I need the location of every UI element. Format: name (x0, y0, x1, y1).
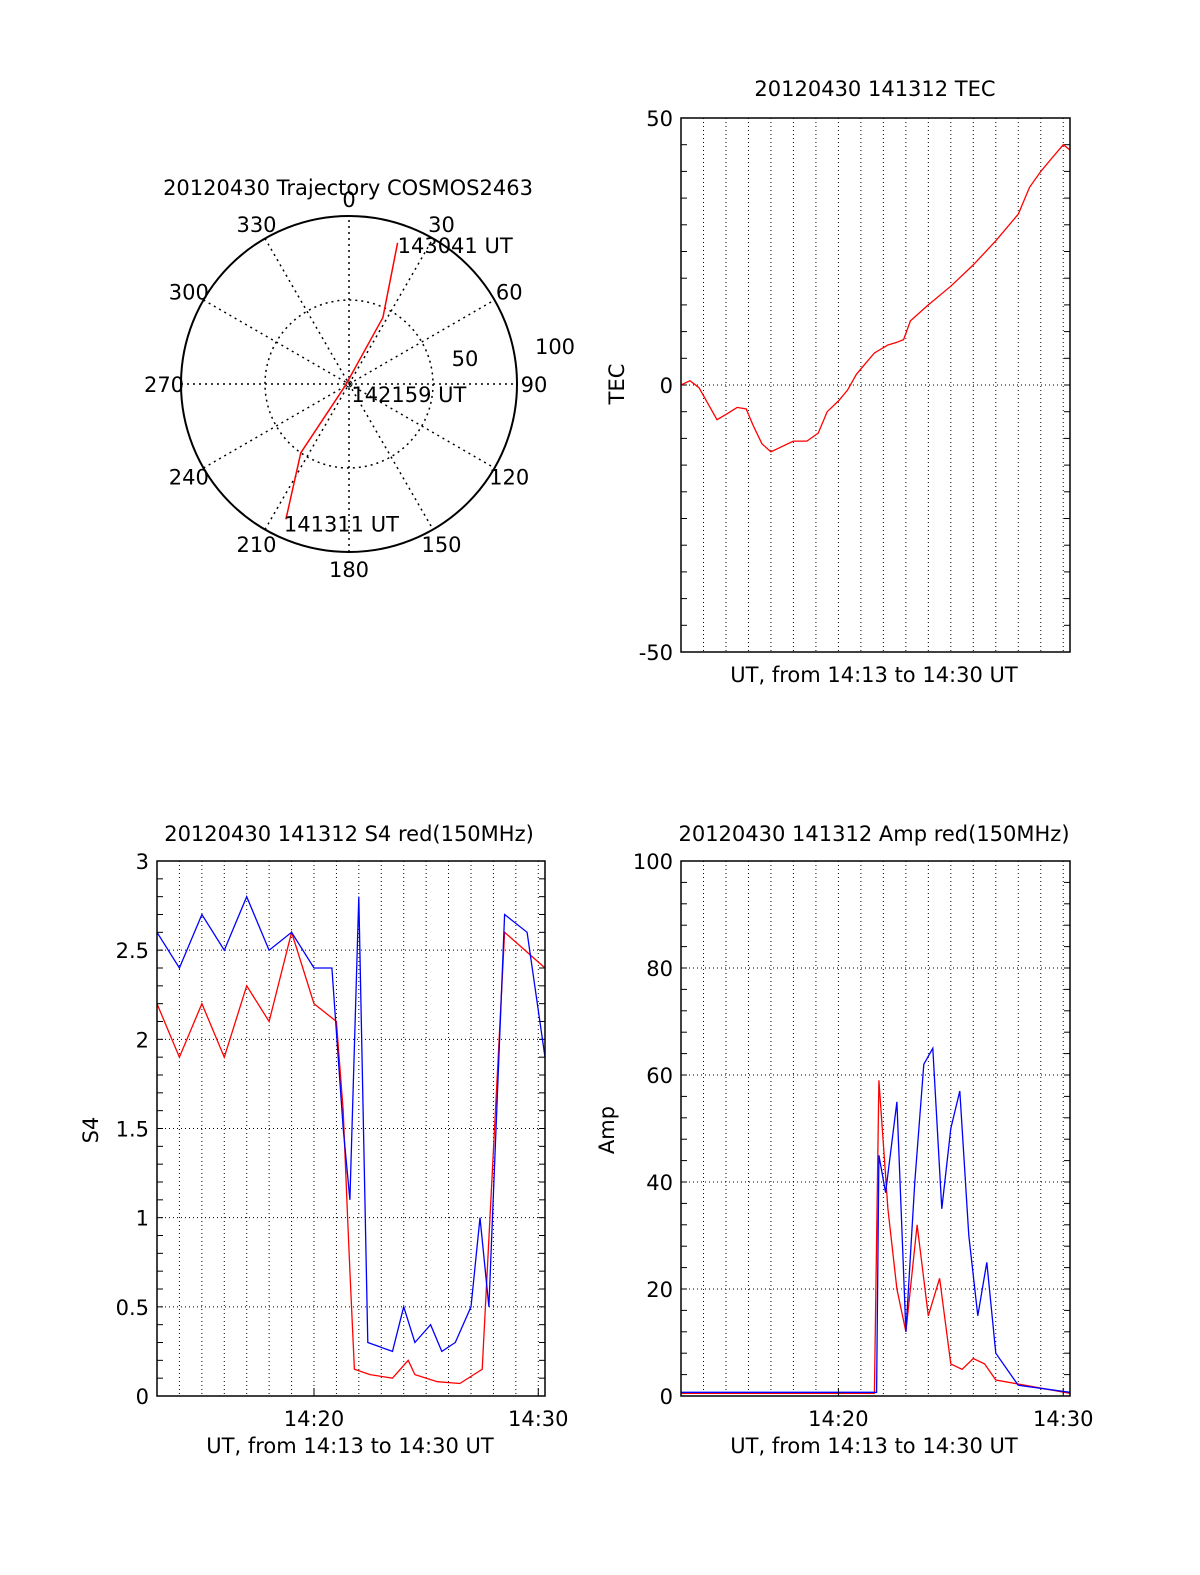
polar-radial-tick: 50 (452, 347, 479, 371)
plot-frame (680, 860, 1071, 1397)
polar-azimuth-tick: 90 (521, 373, 548, 397)
y-tick-label: 80 (646, 957, 673, 981)
series-line (156, 929, 546, 1385)
polar-tick-labels: 0 30 60 90 120 150 180 210 240 270 300 330 50 100 (144, 188, 575, 582)
tec-xlabel: UT, from 14:13 to 14:30 UT (730, 663, 1018, 687)
trajectory-line (285, 242, 399, 520)
y-tick-label: 60 (646, 1064, 673, 1088)
polar-azimuth-tick: 240 (169, 466, 209, 490)
y-tick-label: 50 (646, 107, 673, 131)
amp-panel: 20120430 141312 Amp red(150MHz) UT, from… (595, 822, 1094, 1458)
amp-ylabel: Amp (595, 1106, 619, 1154)
y-tick-label: 0 (660, 1385, 673, 1409)
series-line (156, 895, 546, 1353)
y-tick-label: 2 (136, 1028, 149, 1052)
s4-ylabel: S4 (79, 1117, 103, 1144)
tec-panel: 20120430 141312 TEC UT, from 14:13 to 14… (605, 77, 1071, 687)
plot-frame (680, 117, 1071, 653)
y-tick-label: 3 (136, 850, 149, 874)
x-tick-label: 14:30 (1033, 1407, 1094, 1431)
x-tick-label: 14:20 (284, 1407, 345, 1431)
polar-grid (181, 216, 517, 552)
polar-azimuth-tick: 60 (496, 281, 523, 305)
y-tick-label: 0 (136, 1385, 149, 1409)
polar-azimuth-tick: 210 (236, 533, 276, 557)
trajectory-polar-plot: 20120430 Trajectory COSMOS2463 0 30 60 90 12… (144, 176, 575, 582)
y-tick-label: 0 (660, 374, 673, 398)
amp-xlabel: UT, from 14:13 to 14:30 UT (730, 1434, 1018, 1458)
y-tick-label: 0.5 (116, 1296, 149, 1320)
polar-azimuth-tick: 150 (421, 533, 461, 557)
trajectory-time-label: 143041 UT (398, 234, 513, 258)
plot-frame (156, 860, 546, 1397)
tec-ylabel: TEC (605, 364, 629, 406)
tec-title: 20120430 141312 TEC (754, 77, 995, 101)
y-tick-label: 1 (136, 1207, 149, 1231)
y-tick-label: 20 (646, 1278, 673, 1302)
polar-outer-circle (180, 215, 518, 553)
s4-panel: 20120430 141312 S4 red(150MHz) UT, from … (79, 822, 569, 1458)
s4-xlabel: UT, from 14:13 to 14:30 UT (206, 1434, 494, 1458)
polar-annotations: 143041 UT 142159 UT 141311 UT (284, 234, 513, 537)
series-line (681, 1080, 1071, 1394)
polar-radial-tick: 100 (535, 335, 575, 359)
x-tick-label: 14:30 (508, 1407, 569, 1431)
polar-azimuth-tick: 0 (342, 188, 355, 212)
trajectory-time-label: 141311 UT (284, 512, 399, 536)
s4-title: 20120430 141312 S4 red(150MHz) (164, 822, 534, 846)
polar-azimuth-tick: 30 (428, 213, 455, 237)
x-tick-label: 14:20 (808, 1407, 869, 1431)
polar-azimuth-tick: 120 (489, 466, 529, 490)
y-tick-label: 40 (646, 1171, 673, 1195)
y-tick-label: 1.5 (116, 1118, 149, 1142)
y-tick-label: 2.5 (116, 939, 149, 963)
polar-azimuth-tick: 300 (169, 281, 209, 305)
amp-title: 20120430 141312 Amp red(150MHz) (678, 822, 1069, 846)
y-tick-label: 100 (633, 850, 673, 874)
polar-azimuth-tick: 270 (144, 373, 184, 397)
polar-spoke (264, 238, 434, 530)
trajectory-time-label: 142159 UT (351, 383, 466, 407)
series-line (681, 1046, 1071, 1393)
polar-series (285, 242, 399, 520)
series-line (680, 143, 1071, 453)
polar-azimuth-tick: 330 (236, 213, 276, 237)
polar-azimuth-tick: 180 (329, 558, 369, 582)
y-tick-label: -50 (639, 641, 673, 665)
trajectory-title: 20120430 Trajectory COSMOS2463 (163, 176, 533, 200)
